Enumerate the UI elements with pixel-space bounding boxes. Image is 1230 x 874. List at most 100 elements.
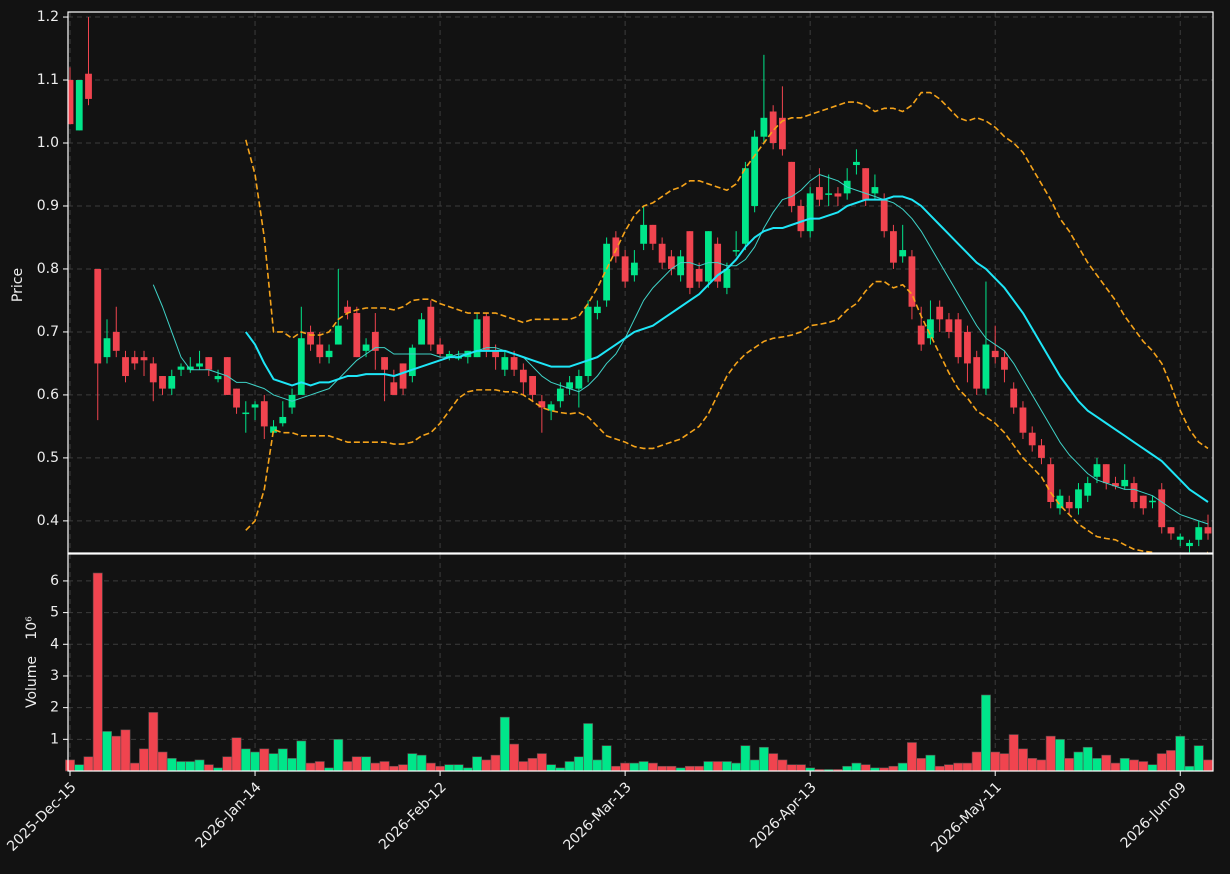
- candle-body: [973, 357, 981, 389]
- candle-body: [1093, 464, 1101, 477]
- volume-bar: [231, 737, 242, 772]
- volume-bar: [185, 761, 196, 772]
- candle-body: [603, 243, 611, 301]
- volume-bar: [1129, 759, 1139, 772]
- volume-bar: [1008, 734, 1019, 772]
- candle-body: [297, 338, 305, 395]
- candle-body: [529, 376, 537, 395]
- overlay-line: [244, 195, 1209, 503]
- candle-body: [1075, 489, 1082, 509]
- candle-body: [251, 404, 259, 408]
- volume-bar: [1166, 750, 1176, 772]
- volume-bar: [888, 765, 899, 772]
- volume-bar: [176, 761, 186, 772]
- volume-bar: [287, 758, 297, 772]
- volume-bar: [999, 753, 1010, 772]
- candle-body: [122, 357, 129, 377]
- candle-body: [769, 111, 777, 143]
- volume-bar: [971, 751, 982, 772]
- candle-body: [695, 268, 703, 282]
- candle-body: [233, 388, 240, 408]
- volume-bar: [851, 762, 862, 772]
- volume-bar: [370, 762, 381, 772]
- volume-bar: [907, 742, 917, 772]
- y-axis-label: Price: [10, 268, 26, 302]
- candle-body: [566, 382, 574, 389]
- volume-bar: [481, 759, 492, 772]
- volume-bar: [657, 765, 668, 772]
- candle-body: [797, 205, 805, 232]
- candle-body: [732, 250, 740, 252]
- candle-body: [1130, 483, 1138, 502]
- candle-body: [1176, 536, 1184, 540]
- candle-body: [390, 382, 398, 395]
- candle-body: [344, 306, 351, 314]
- y-tick-label: 1.0: [37, 135, 59, 151]
- candle-body: [510, 357, 518, 370]
- volume-bar: [601, 745, 612, 772]
- volume-bar: [934, 765, 945, 772]
- candle-body: [1065, 501, 1073, 509]
- candle-body: [418, 319, 425, 345]
- candle-body: [788, 161, 796, 206]
- volume-bar: [240, 748, 251, 772]
- volume-bar: [259, 748, 270, 772]
- volume-bar: [305, 762, 316, 772]
- volume-bar: [277, 748, 288, 772]
- volume-bar: [721, 761, 732, 772]
- volume-bar: [629, 762, 640, 772]
- volume-bar: [1073, 751, 1084, 772]
- volume-bar: [203, 764, 214, 772]
- volume-bar: [425, 762, 436, 772]
- candle-body: [982, 344, 990, 389]
- volume-bar: [416, 754, 427, 772]
- candle-body: [1167, 527, 1175, 534]
- candle-body: [575, 376, 583, 389]
- volume-bar: [703, 761, 714, 772]
- candle-body: [334, 325, 342, 345]
- candle-body: [159, 376, 166, 389]
- candle-body: [825, 193, 833, 195]
- candle-body: [760, 117, 768, 137]
- volume-bar: [1193, 745, 1204, 772]
- candle-body: [279, 416, 287, 424]
- volume-bar: [1092, 758, 1102, 772]
- candle-body: [140, 357, 148, 361]
- volume-bar: [536, 753, 547, 772]
- volume-bar: [1018, 748, 1028, 772]
- volume-bar: [398, 764, 408, 772]
- candle-body: [325, 350, 333, 358]
- volume-bar: [638, 761, 649, 772]
- candle-body: [658, 243, 666, 263]
- candle-body: [492, 350, 499, 358]
- volume-bar: [684, 765, 695, 772]
- y-tick-label: 0.9: [37, 198, 59, 214]
- overlay-line: [245, 280, 1209, 553]
- volume-bar: [860, 764, 871, 772]
- candle-body: [177, 366, 185, 370]
- volume-bar: [897, 762, 908, 772]
- candle-body: [270, 426, 277, 433]
- volume-bar: [92, 572, 103, 772]
- volume-bar: [194, 759, 205, 772]
- volume-bar: [148, 712, 159, 772]
- candle-body: [723, 268, 731, 288]
- candle-body: [1001, 357, 1008, 370]
- volume-bar: [1036, 759, 1047, 772]
- y-tick-label: 2: [50, 700, 59, 716]
- y-tick-label: 0.6: [37, 387, 59, 403]
- plot-frame: [67, 11, 1214, 554]
- y-tick-label: 4: [50, 636, 59, 652]
- candle-body: [871, 187, 879, 194]
- volume-bar: [712, 761, 723, 772]
- volume-bar: [139, 748, 149, 772]
- candle-body: [991, 350, 999, 358]
- volume-bar: [1045, 735, 1056, 772]
- volume-bar: [314, 761, 325, 772]
- candle-body: [94, 268, 102, 364]
- candle-body: [242, 412, 250, 415]
- volume-bar: [953, 762, 964, 772]
- volume-bar: [583, 723, 594, 772]
- candle-body: [630, 262, 638, 276]
- volume-bar: [620, 762, 631, 772]
